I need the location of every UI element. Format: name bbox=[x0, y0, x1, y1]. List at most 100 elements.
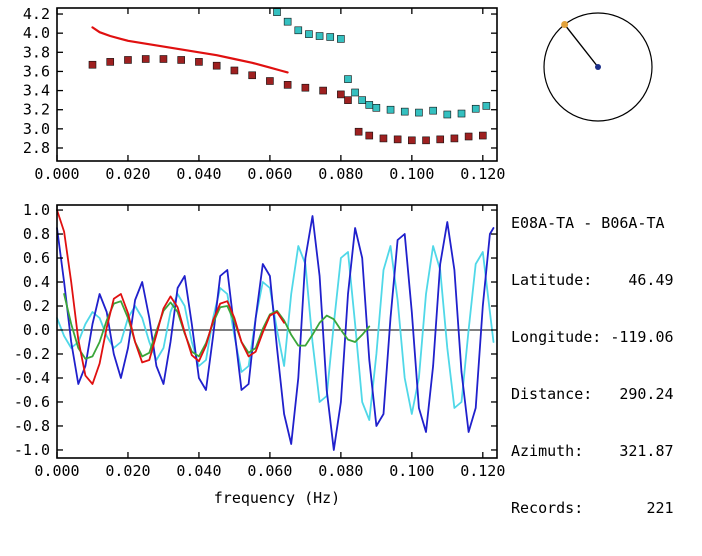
y-tick-label: -0.8 bbox=[14, 417, 50, 435]
plot-frame bbox=[56, 7, 498, 162]
y-tick-label: 0.6 bbox=[23, 249, 50, 267]
dark-red-picks-marker bbox=[379, 134, 388, 143]
records-label: Records: bbox=[511, 499, 584, 517]
azimuth-value: 321.87 bbox=[619, 442, 674, 460]
azimuth-needle-line bbox=[564, 24, 599, 68]
cyan-picks-marker bbox=[443, 110, 452, 119]
station-pair-title: E08A-TA - B06A-TA bbox=[511, 214, 665, 232]
waveform-plot: 0.000 0.020 0.040 0.060 0.080 0.100 0.120 -1.0 -… bbox=[14, 201, 506, 507]
y-tick-label: 3.4 bbox=[23, 82, 50, 100]
dark-red-picks-marker bbox=[479, 131, 487, 140]
azimuth-dial bbox=[543, 12, 653, 122]
x-tick-label: 0.100 bbox=[389, 462, 434, 480]
cyan-picks-marker bbox=[326, 33, 335, 41]
y-tick-label: 4.0 bbox=[23, 24, 50, 42]
x-tick-label: 0.120 bbox=[460, 462, 505, 480]
y-tick-label: -0.6 bbox=[14, 393, 50, 411]
y-tick-label: 0.0 bbox=[23, 321, 50, 339]
cyan-picks-marker bbox=[429, 106, 437, 115]
dark-red-picks-marker bbox=[354, 127, 363, 136]
dark-red-picks-marker bbox=[195, 58, 203, 66]
x-tick-label: 0.060 bbox=[247, 165, 292, 183]
info-row-distance: Distance: 290.24 bbox=[511, 385, 674, 404]
cyan-picks-marker bbox=[400, 107, 409, 116]
dark-red-picks-marker bbox=[301, 83, 310, 92]
y-tick-label: 0.4 bbox=[23, 273, 50, 291]
dark-red-picks-marker bbox=[88, 60, 97, 69]
dark-red-picks-marker bbox=[124, 56, 132, 64]
remote-station-dot bbox=[561, 21, 569, 29]
dark-red-picks-marker bbox=[464, 132, 473, 141]
x-tick-label: 0.000 bbox=[34, 165, 79, 183]
y-tick-label: 3.6 bbox=[23, 62, 50, 80]
y-tick-label: -0.2 bbox=[14, 345, 50, 363]
center-station-dot bbox=[595, 64, 601, 70]
cyan-picks-marker bbox=[305, 30, 313, 38]
distance-value: 290.24 bbox=[619, 385, 674, 403]
green-waveform-line bbox=[63, 293, 371, 360]
dark-red-picks-marker bbox=[248, 71, 256, 80]
x-tick-label: 0.060 bbox=[247, 462, 292, 480]
cyan-picks-marker bbox=[337, 35, 345, 43]
cyan-picks-marker bbox=[358, 96, 366, 104]
red-model-curve-line bbox=[91, 26, 289, 74]
y-tick-label: 3.2 bbox=[23, 101, 50, 119]
x-tick-label: 0.040 bbox=[176, 462, 221, 480]
cyan-waveform-line bbox=[56, 245, 495, 421]
cyan-picks-marker bbox=[415, 108, 423, 117]
y-tick-label: 3.0 bbox=[23, 120, 50, 138]
y-tick-label: 3.8 bbox=[23, 43, 50, 61]
x-tick-label: 0.080 bbox=[318, 165, 363, 183]
cyan-picks-marker bbox=[294, 26, 303, 35]
cyan-picks-marker bbox=[372, 103, 381, 112]
x-tick-label: 0.080 bbox=[318, 462, 363, 480]
x-tick-label: 0.120 bbox=[460, 165, 505, 183]
longitude-label: Longitude: bbox=[511, 328, 602, 346]
dark-red-picks-marker bbox=[266, 77, 274, 85]
cyan-picks-marker bbox=[457, 109, 466, 118]
cyan-picks-marker bbox=[351, 88, 359, 97]
y-tick-label: 1.0 bbox=[23, 201, 50, 219]
blue-waveform-line bbox=[56, 215, 495, 451]
latitude-label: Latitude: bbox=[511, 271, 593, 289]
cyan-picks-marker bbox=[273, 8, 281, 16]
y-tick-label: 4.2 bbox=[23, 5, 50, 23]
dispersion-plot: 0.000 0.020 0.040 0.060 0.080 0.100 0.1202.83.… bbox=[23, 5, 505, 183]
info-row-longitude: Longitude: -119.06 bbox=[511, 328, 674, 347]
cyan-picks-marker bbox=[471, 104, 480, 113]
x-tick-label: 0.100 bbox=[389, 165, 434, 183]
y-tick-label: 0.2 bbox=[23, 297, 50, 315]
distance-label: Distance: bbox=[511, 385, 593, 403]
station-pair-info: E08A-TA - B06A-TA Latitude: 46.49 Longitu… bbox=[511, 176, 674, 556]
dark-red-picks-marker bbox=[106, 58, 115, 66]
dark-red-picks-marker bbox=[436, 135, 445, 144]
cyan-picks-marker bbox=[365, 101, 374, 109]
cyan-picks-marker bbox=[482, 102, 491, 110]
dark-red-picks-marker bbox=[159, 55, 168, 63]
y-tick-label: 0.8 bbox=[23, 225, 50, 243]
azimuth-label: Azimuth: bbox=[511, 442, 584, 460]
cyan-picks-marker bbox=[386, 105, 395, 114]
y-tick-label: -1.0 bbox=[14, 441, 50, 459]
records-value: 221 bbox=[646, 499, 674, 517]
y-tick-label: -0.4 bbox=[14, 369, 50, 387]
azimuth-circle bbox=[543, 12, 653, 122]
cyan-picks-marker bbox=[315, 32, 324, 40]
dark-red-picks-marker bbox=[393, 135, 402, 144]
longitude-value: -119.06 bbox=[610, 328, 674, 346]
dark-red-picks-marker bbox=[319, 86, 327, 95]
dark-red-picks-marker bbox=[230, 66, 239, 75]
x-tick-label: 0.000 bbox=[34, 462, 79, 480]
info-row-latitude: Latitude: 46.49 bbox=[511, 271, 674, 290]
dark-red-picks-marker bbox=[344, 96, 352, 104]
dark-red-picks-marker bbox=[283, 81, 292, 89]
dark-red-picks-marker bbox=[422, 136, 430, 145]
dark-red-picks-marker bbox=[365, 131, 374, 140]
dark-red-picks-marker bbox=[337, 90, 345, 99]
cyan-picks-marker bbox=[344, 75, 352, 83]
dark-red-picks-marker bbox=[141, 55, 150, 63]
x-tick-label: 0.020 bbox=[105, 165, 150, 183]
dark-red-picks-marker bbox=[408, 136, 416, 145]
x-tick-label: 0.040 bbox=[176, 165, 221, 183]
red-waveform-line bbox=[56, 209, 286, 385]
